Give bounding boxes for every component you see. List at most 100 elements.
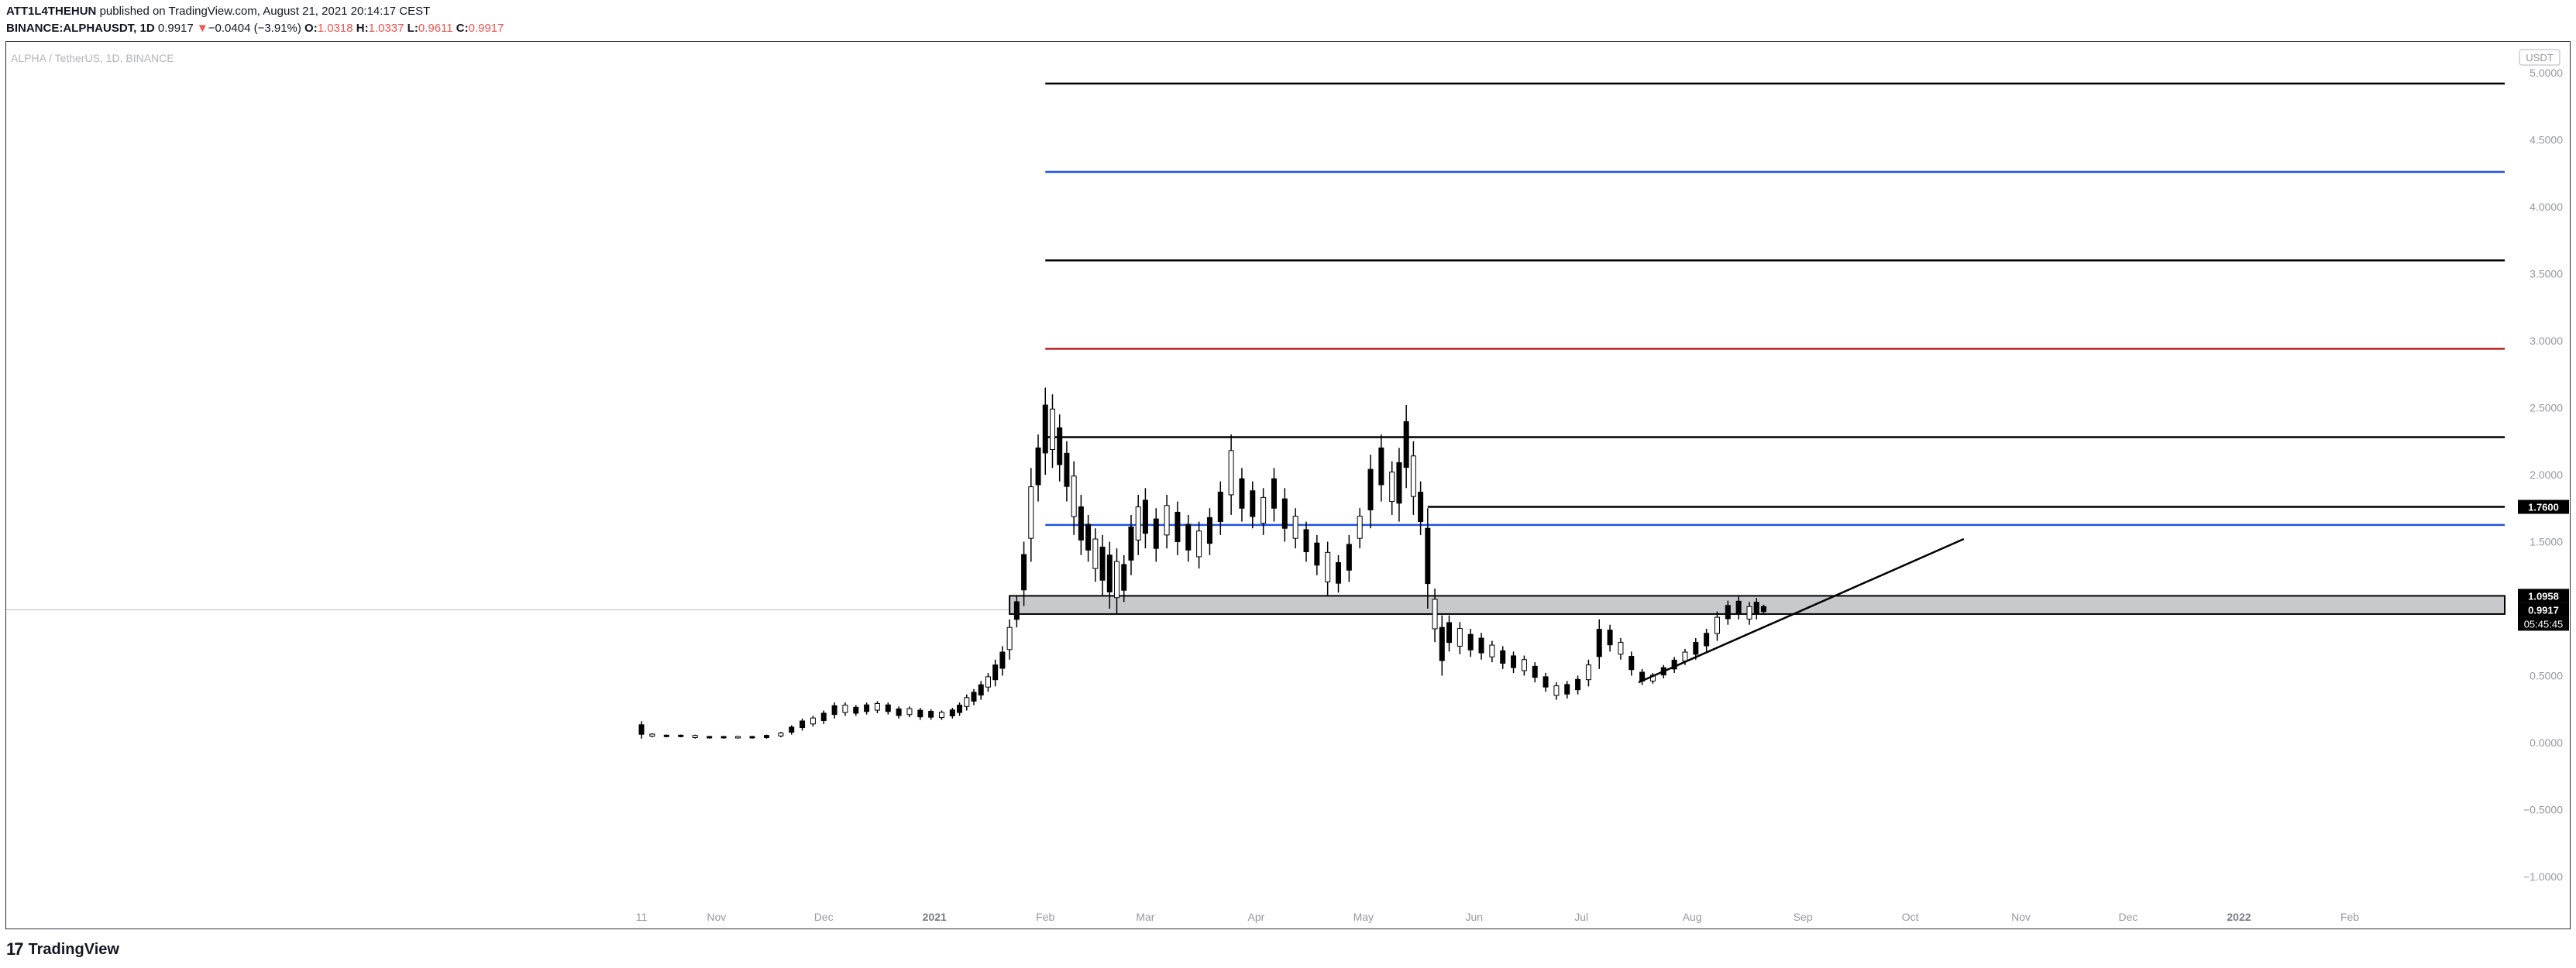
candle	[938, 712, 944, 719]
x-tick-label: Feb	[1036, 911, 1054, 923]
candle	[1378, 447, 1384, 486]
candle	[1418, 491, 1424, 523]
chart-panel[interactable]: ALPHA / TetherUS, 1D, BINANCE USDT 5.0000 4…	[5, 41, 2571, 929]
x-tick-label: Aug	[1683, 911, 1702, 923]
price-badge	[2518, 589, 2569, 603]
trendline[interactable]	[1638, 537, 1965, 684]
x-tick-label: Jul	[1574, 911, 1588, 923]
x-tick-label: 2021	[923, 911, 947, 923]
currency-badge[interactable]	[2519, 49, 2561, 66]
candle	[992, 664, 999, 681]
candle	[1142, 499, 1148, 534]
candle	[1106, 554, 1113, 592]
candle	[1325, 551, 1331, 582]
y-tick-label: 5.0000	[2530, 67, 2563, 79]
candle	[1057, 427, 1063, 465]
candle	[1467, 633, 1474, 650]
candle	[964, 697, 970, 707]
candle	[1478, 637, 1484, 654]
candle	[1114, 561, 1120, 599]
candle	[949, 709, 955, 716]
candle	[735, 736, 741, 739]
candle	[692, 735, 698, 739]
candle	[1543, 676, 1549, 688]
candle	[1439, 626, 1445, 661]
candle	[1489, 644, 1495, 657]
candle	[1250, 490, 1256, 517]
last-price: 0.9917	[157, 22, 194, 35]
candle	[1425, 527, 1431, 585]
candle	[1028, 486, 1034, 539]
symbol-label: BINANCE:ALPHAUSDT, 1D	[6, 22, 155, 35]
y-tick-label: 3.0000	[2530, 335, 2563, 347]
candle	[1099, 546, 1106, 581]
x-tick-label: Dec	[814, 911, 834, 923]
candle	[1228, 450, 1234, 496]
y-tick-label: −1.0000	[2523, 870, 2563, 883]
candle	[1457, 628, 1463, 647]
y-tick-label: 2.0000	[2530, 469, 2563, 481]
candle	[1357, 516, 1363, 539]
candle	[1521, 659, 1527, 671]
candle	[1693, 642, 1699, 655]
candle	[1532, 665, 1538, 678]
candle	[1314, 542, 1320, 566]
x-tick-label: Dec	[2119, 911, 2138, 923]
candle	[1682, 651, 1688, 661]
candle	[978, 684, 984, 696]
candle	[749, 736, 755, 739]
chart-title: ALPHA / TetherUS, 1D, BINANCE	[11, 52, 174, 64]
chart-header: ATT1L4THEHUN published on TradingView.co…	[6, 3, 2563, 37]
y-tick-label: −0.5000	[2523, 804, 2563, 816]
candle	[1760, 606, 1766, 613]
x-tick-label: Nov	[2011, 911, 2031, 923]
candle	[917, 709, 923, 718]
candle	[1446, 622, 1453, 644]
candle	[971, 692, 977, 702]
candle	[874, 702, 880, 711]
close-label: C:	[456, 22, 469, 35]
candle	[1735, 600, 1742, 614]
author-name[interactable]: ATT1L4THEHUN	[6, 5, 97, 18]
candle	[663, 734, 669, 737]
candle	[1303, 529, 1309, 552]
candle	[1135, 506, 1141, 541]
publication-line: ATT1L4THEHUN published on TradingView.co…	[6, 3, 2563, 20]
tradingview-logo[interactable]: 17 TradingView	[6, 939, 119, 960]
price-badge	[2518, 499, 2569, 514]
y-tick-label: 4.0000	[2530, 201, 2563, 213]
price-badge-label: 1.0958	[2528, 590, 2559, 602]
candle	[1071, 475, 1077, 517]
candle	[842, 705, 848, 713]
candle	[707, 736, 713, 739]
candle	[1196, 530, 1202, 558]
candle	[789, 726, 795, 733]
low-value: 0.9611	[418, 22, 453, 35]
candle	[999, 651, 1006, 669]
price-badge	[2518, 602, 2569, 617]
candle	[957, 705, 963, 713]
x-tick-label: Oct	[1902, 911, 1919, 923]
y-tick-label: 0.5000	[2530, 670, 2563, 682]
candle	[1403, 420, 1409, 468]
candle	[820, 712, 827, 721]
candle	[1396, 462, 1402, 504]
candle	[1607, 630, 1613, 646]
candle	[1746, 606, 1752, 620]
candle	[1432, 599, 1438, 630]
candle	[1618, 642, 1624, 655]
tradingview-logo-icon: 17	[6, 939, 24, 959]
close-value: 0.9917	[468, 22, 504, 35]
price-chart[interactable]: ALPHA / TetherUS, 1D, BINANCE USDT 5.0000 4…	[6, 42, 2569, 928]
candle	[678, 734, 684, 737]
x-tick-label: 2022	[2227, 911, 2251, 923]
candle	[831, 705, 837, 716]
candle	[800, 720, 806, 729]
high-value: 1.0337	[368, 22, 404, 35]
x-tick-label: May	[1353, 911, 1374, 923]
candle	[985, 676, 991, 688]
change-arrow-icon: ▼	[196, 22, 208, 35]
countdown-badge	[2518, 616, 2569, 631]
candle	[763, 735, 769, 739]
candle	[649, 733, 655, 737]
